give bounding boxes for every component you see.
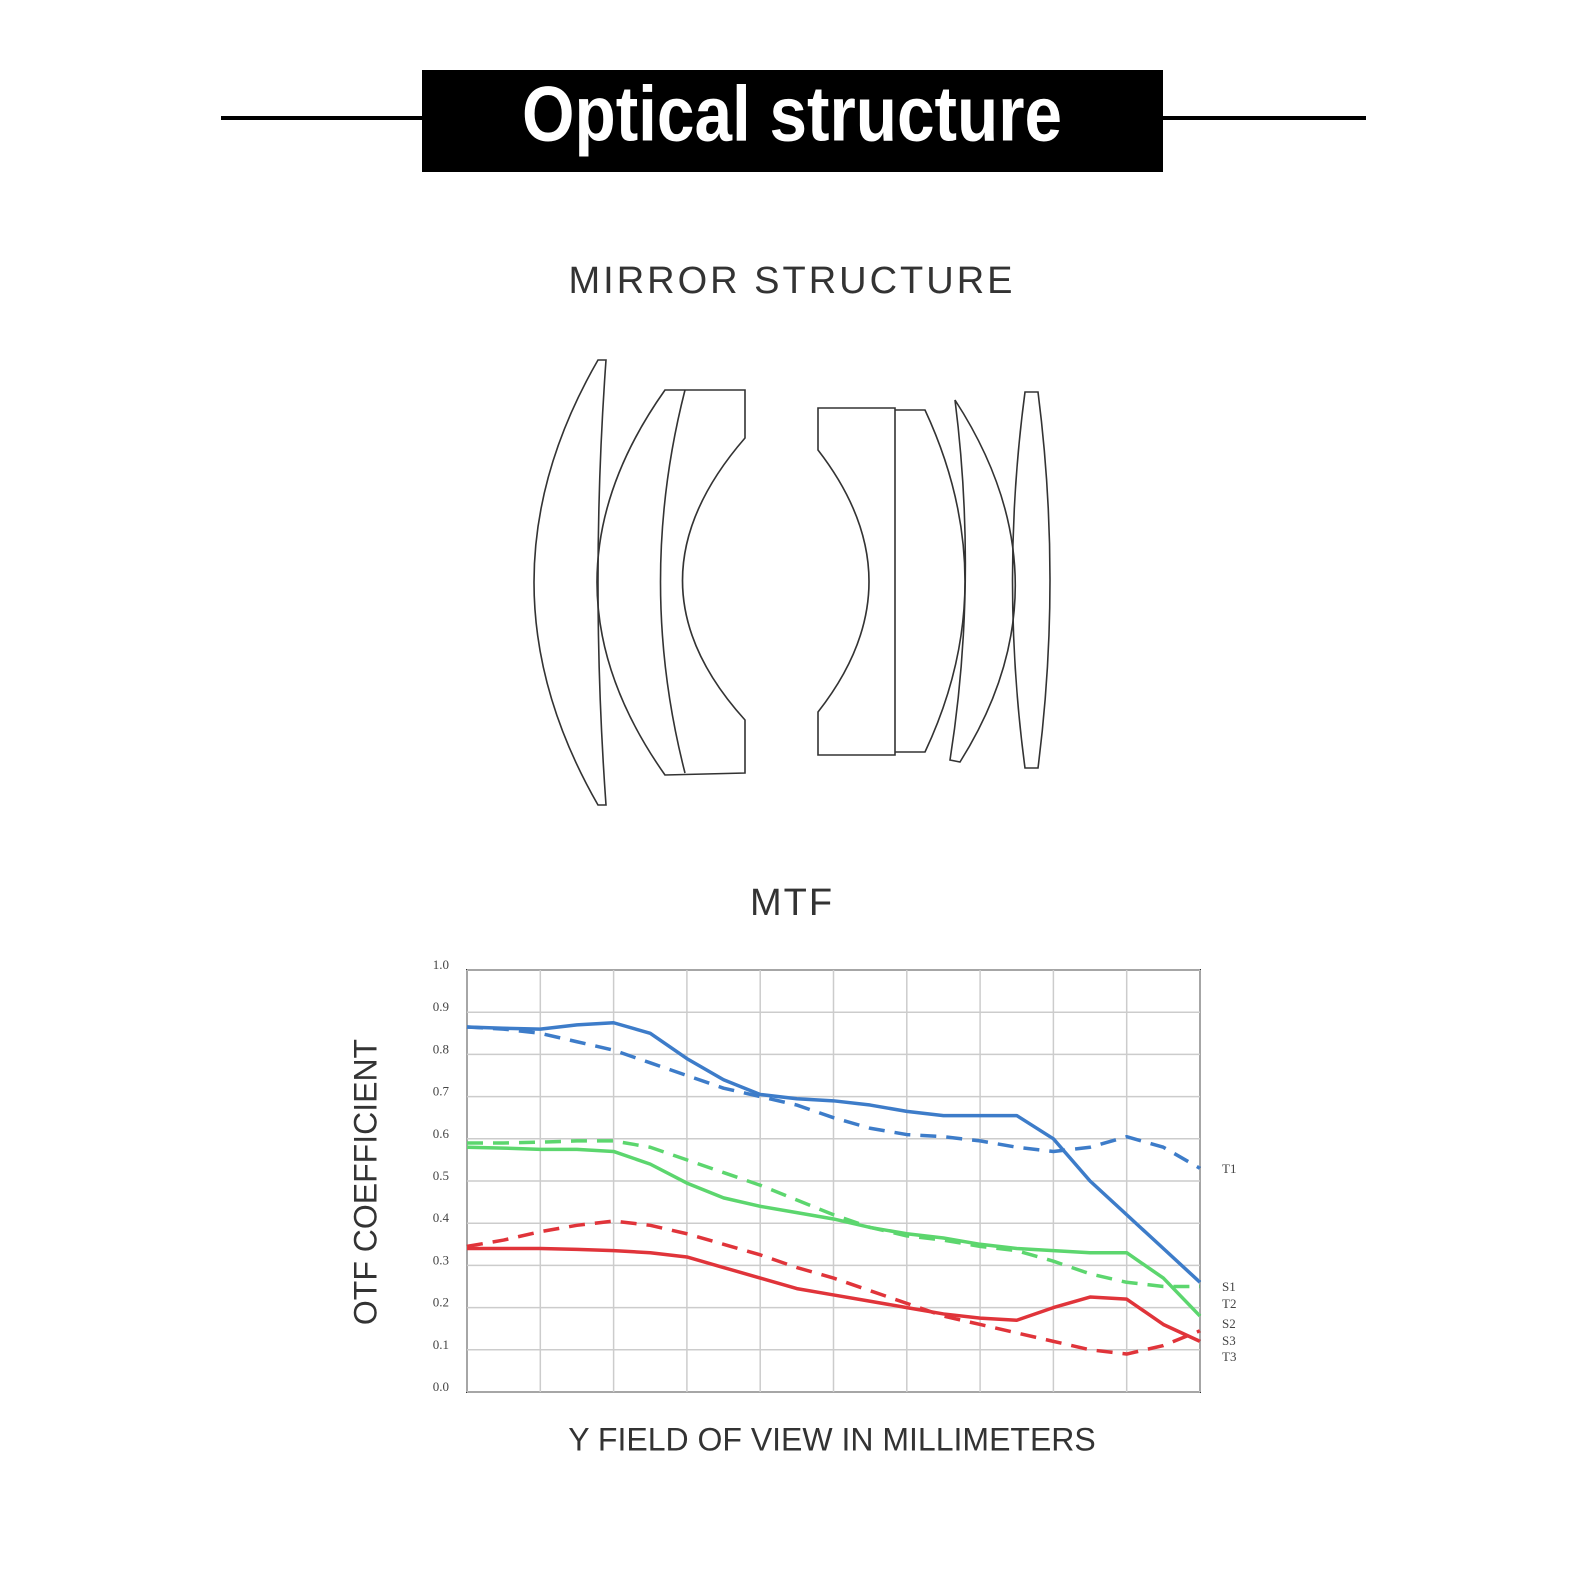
y-tick-label: 0.2 xyxy=(433,1295,449,1310)
legend-label: T2 xyxy=(1222,1296,1236,1311)
chart-title: MTF xyxy=(750,882,834,924)
y-tick-label: 0.5 xyxy=(433,1168,449,1183)
legend-label: S1 xyxy=(1222,1279,1236,1294)
series-line xyxy=(466,1021,1202,1284)
y-tick-label: 0.1 xyxy=(433,1337,449,1352)
subtitle: MIRROR STRUCTURE xyxy=(569,260,1016,302)
x-axis-label: Y FIELD OF VIEW IN MILLIMETERS xyxy=(568,1421,1096,1457)
y-tick-label: 0.3 xyxy=(433,1252,449,1267)
series-line xyxy=(466,1219,1201,1356)
series-line xyxy=(467,1139,1200,1289)
lens-diagram xyxy=(533,359,1051,806)
legend-label: T1 xyxy=(1222,1161,1236,1176)
y-tick-label: 0.8 xyxy=(433,1041,449,1056)
header-box xyxy=(422,70,1163,172)
y-tick-label: 0.6 xyxy=(433,1126,450,1141)
legend-label: S3 xyxy=(1222,1333,1236,1348)
y-tick-label: 0.9 xyxy=(433,999,449,1014)
legend-label: T3 xyxy=(1222,1349,1236,1364)
y-tick-label: 0.7 xyxy=(433,1084,450,1099)
header-title: Optical structure xyxy=(522,70,1062,158)
series-line xyxy=(467,1246,1201,1343)
y-tick-label: 1.0 xyxy=(433,957,449,972)
legend-label: S2 xyxy=(1222,1316,1236,1331)
y-tick-label: 0.0 xyxy=(433,1379,449,1394)
y-axis-label: OTF COEFFICIENT xyxy=(347,1039,383,1325)
series-line xyxy=(466,1025,1201,1170)
y-tick-label: 0.4 xyxy=(433,1210,450,1225)
series-line xyxy=(466,1145,1202,1318)
